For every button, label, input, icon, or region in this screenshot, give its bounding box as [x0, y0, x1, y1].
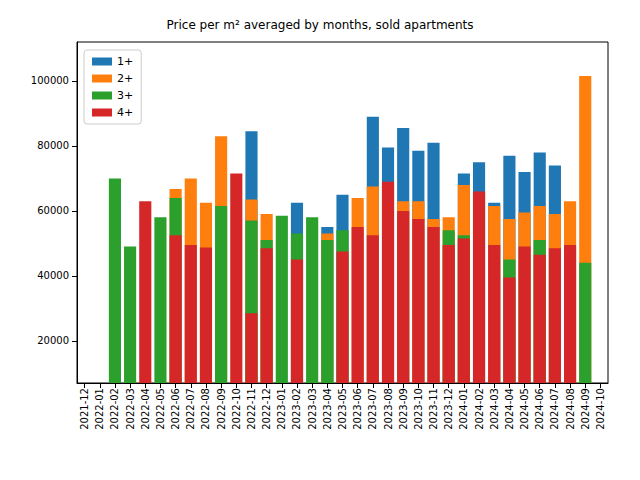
svg-text:4+: 4+ [117, 106, 133, 119]
svg-text:20000: 20000 [37, 335, 69, 346]
svg-text:2024-05: 2024-05 [519, 388, 530, 430]
svg-text:2024-08: 2024-08 [565, 388, 576, 430]
svg-text:2022-04: 2022-04 [140, 388, 151, 430]
svg-text:3+: 3+ [117, 89, 133, 102]
svg-text:2024-01: 2024-01 [458, 388, 469, 430]
svg-text:2022-06: 2022-06 [170, 388, 181, 430]
svg-text:2023-05: 2023-05 [337, 388, 348, 430]
svg-text:2024-02: 2024-02 [474, 388, 485, 430]
svg-text:2022-03: 2022-03 [125, 388, 136, 430]
svg-text:100000: 100000 [31, 75, 69, 86]
svg-text:2021-12: 2021-12 [79, 388, 90, 430]
svg-text:2+: 2+ [117, 72, 133, 85]
svg-text:2024-10: 2024-10 [595, 388, 606, 430]
svg-text:2023-09: 2023-09 [398, 388, 409, 430]
svg-text:2023-11: 2023-11 [428, 388, 439, 430]
svg-text:2022-09: 2022-09 [216, 388, 227, 430]
svg-text:2022-08: 2022-08 [200, 388, 211, 430]
svg-text:2023-06: 2023-06 [352, 388, 363, 430]
svg-text:2023-02: 2023-02 [291, 388, 302, 430]
svg-text:2023-03: 2023-03 [307, 388, 318, 430]
svg-text:2022-02: 2022-02 [109, 388, 120, 430]
svg-text:2023-07: 2023-07 [367, 388, 378, 430]
svg-text:2022-10: 2022-10 [231, 388, 242, 430]
svg-text:2022-12: 2022-12 [261, 388, 272, 430]
svg-text:2023-01: 2023-01 [276, 388, 287, 430]
svg-text:Price per m² averaged by month: Price per m² averaged by months, sold ap… [166, 18, 473, 32]
svg-text:40000: 40000 [37, 270, 69, 281]
svg-text:2023-12: 2023-12 [443, 388, 454, 430]
svg-text:1+: 1+ [117, 55, 133, 68]
svg-text:2024-07: 2024-07 [549, 388, 560, 430]
svg-text:2022-07: 2022-07 [185, 388, 196, 430]
svg-text:2024-09: 2024-09 [580, 388, 591, 430]
svg-text:2022-01: 2022-01 [94, 388, 105, 430]
svg-text:2023-04: 2023-04 [322, 388, 333, 430]
svg-text:2024-03: 2024-03 [489, 388, 500, 430]
svg-text:2022-11: 2022-11 [246, 388, 257, 430]
svg-text:60000: 60000 [37, 205, 69, 216]
svg-text:2022-05: 2022-05 [155, 388, 166, 430]
svg-text:2023-08: 2023-08 [383, 388, 394, 430]
svg-text:80000: 80000 [37, 140, 69, 151]
svg-text:2024-04: 2024-04 [504, 388, 515, 430]
svg-text:2023-10: 2023-10 [413, 388, 424, 430]
svg-text:2024-06: 2024-06 [534, 388, 545, 430]
